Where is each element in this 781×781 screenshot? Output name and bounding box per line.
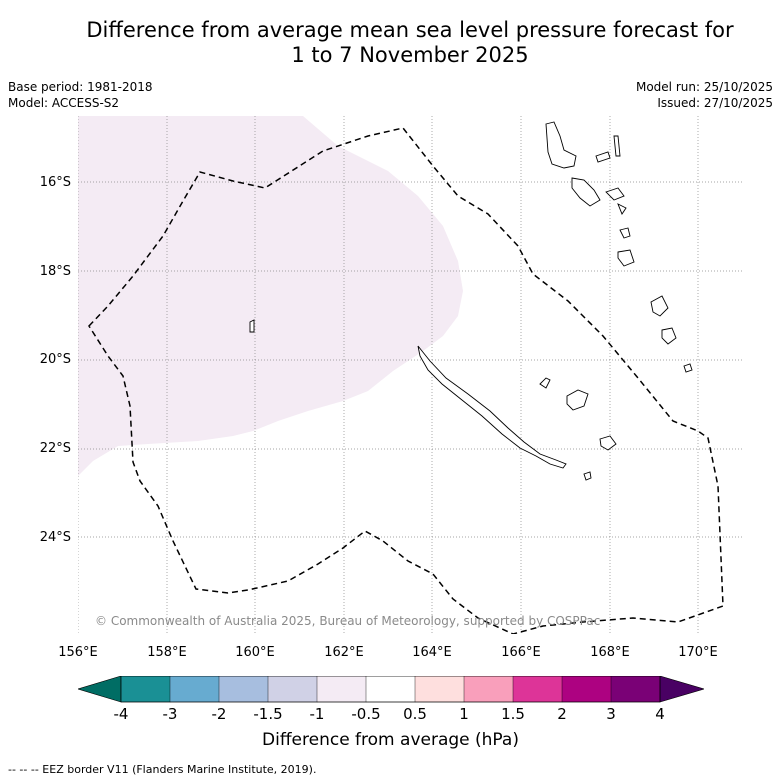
vanuatu-north-isle (613, 135, 621, 157)
vanuatu-efate (605, 187, 625, 201)
colorbar-segment (267, 676, 318, 703)
meta-right: Model run: 25/10/2025 Issued: 27/10/2025 (636, 79, 773, 111)
colorbar-tick-label: 4 (655, 705, 665, 723)
lat-label-22s: 22°S (39, 441, 71, 456)
colorbar-segment (365, 676, 416, 703)
colorbar-segment (463, 676, 514, 703)
issued-date: Issued: 27/10/2025 (657, 96, 773, 110)
colorbar-tick-label: -2 (211, 705, 227, 723)
islet-east (683, 363, 693, 373)
colorbar-tick-label: 2 (557, 705, 567, 723)
colorbar-tick-label: -3 (162, 705, 178, 723)
anomaly-region (78, 116, 463, 476)
colorbar-label: Difference from average (hPa) (262, 730, 519, 750)
colorbar-segment (316, 676, 367, 703)
colorbar-tick-label: 1.5 (501, 705, 525, 723)
colorbar-tick-label: 1 (459, 705, 469, 723)
base-period: Base period: 1981-2018 (8, 80, 153, 94)
colorbar-tick-label: -4 (113, 705, 129, 723)
isle-of-pines (583, 471, 592, 481)
vanuatu-epi (617, 203, 627, 215)
model-name: Model: ACCESS-S2 (8, 96, 120, 110)
colorbar-tick-label: -1 (309, 705, 325, 723)
hunter-island (661, 327, 677, 345)
title-line-1: Difference from average mean sea level p… (86, 18, 734, 42)
loyalty-mare (599, 435, 617, 451)
lat-label-18s: 18°S (39, 264, 71, 279)
loyalty-lifou (566, 389, 589, 411)
colorbar-over-arrow (659, 676, 704, 703)
map (78, 116, 743, 634)
lon-label-164e: 164°E (412, 645, 452, 660)
colorbar-frame (120, 676, 661, 703)
lon-label-168e: 168°E (590, 645, 630, 660)
model-run: Model run: 25/10/2025 (635, 80, 773, 94)
colorbar-tick-label: 0.5 (403, 705, 427, 723)
vanuatu-espiritu-santo (545, 121, 577, 169)
colorbar (78, 676, 704, 703)
lon-label-156e: 156°E (58, 645, 98, 660)
colorbar-segment (169, 676, 220, 703)
colorbar-segment (218, 676, 269, 703)
coastlines (249, 121, 693, 481)
map-canvas (78, 116, 743, 634)
lon-label-160e: 160°E (235, 645, 275, 660)
lon-label-166e: 166°E (501, 645, 541, 660)
loyalty-ouvea (539, 377, 551, 389)
chesterfield-islet (249, 319, 255, 333)
lat-label-16s: 16°S (39, 175, 71, 190)
eez-legend-note: -- -- -- EEZ border V11 (Flanders Marine… (8, 763, 317, 776)
lat-label-20s: 20°S (39, 352, 71, 367)
vanuatu-erromango (619, 227, 631, 239)
colorbar-segment (414, 676, 465, 703)
lat-label-24s: 24°S (39, 530, 71, 545)
colorbar-segment (512, 676, 563, 703)
meta-left: Base period: 1981-2018 Model: ACCESS-S2 (8, 79, 153, 111)
colorbar-under-arrow (78, 676, 122, 703)
colorbar-segment (610, 676, 661, 703)
vanuatu-tanna (617, 249, 635, 267)
graticule (78, 116, 743, 634)
colorbar-tick-label: -1.5 (253, 705, 283, 723)
lon-label-162e: 162°E (324, 645, 364, 660)
lon-label-158e: 158°E (147, 645, 187, 660)
lon-label-170e: 170°E (678, 645, 718, 660)
vanuatu-ambae (595, 151, 611, 163)
copyright-notice: © Commonwealth of Australia 2025, Bureau… (95, 614, 601, 628)
matthew-island (650, 295, 669, 317)
vanuatu-malakula (571, 177, 601, 207)
colorbar-tick-label: -0.5 (351, 705, 381, 723)
eez-border (88, 127, 724, 634)
colorbar-segments (120, 676, 661, 703)
new-caledonia (417, 345, 567, 469)
colorbar-segment (561, 676, 612, 703)
colorbar-segment (120, 676, 171, 703)
chart-title: Difference from average mean sea level p… (40, 18, 780, 68)
colorbar-tick-label: 3 (606, 705, 616, 723)
title-line-2: 1 to 7 November 2025 (291, 43, 529, 67)
